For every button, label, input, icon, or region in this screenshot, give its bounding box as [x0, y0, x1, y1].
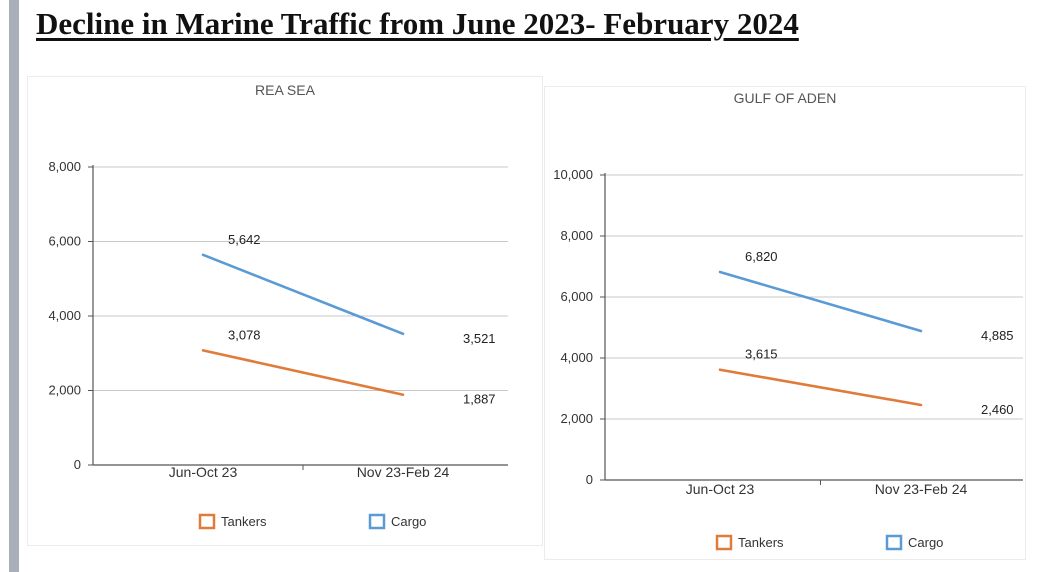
- chart-gulf-of-aden: GULF OF ADEN 0 2,000 4,000 6,000 8,000 10,000 J…: [553, 90, 1023, 551]
- data-label-cargo: 3,521: [463, 331, 496, 346]
- y-tick-label: 6,000: [48, 234, 81, 249]
- y-tick-label: 4,000: [560, 350, 593, 365]
- chart-title: REA SEA: [255, 82, 316, 98]
- y-tick-label: 2,000: [560, 411, 593, 426]
- y-tick-label: 0: [74, 457, 81, 472]
- x-tick-label: Jun-Oct 23: [686, 481, 755, 497]
- chart-panel-gulf-of-aden: GULF OF ADEN 0 2,000 4,000 6,000 8,000 10,000 J…: [544, 86, 1026, 560]
- x-tick-label: Nov 23-Feb 24: [357, 464, 450, 480]
- series-line-cargo: [718, 270, 923, 333]
- y-tick-label: 0: [586, 472, 593, 487]
- y-tick-label: 4,000: [48, 308, 81, 323]
- x-tick-label: Nov 23-Feb 24: [875, 481, 968, 497]
- series-line-tankers: [718, 368, 923, 407]
- y-tick-label: 6,000: [560, 289, 593, 304]
- chart-red-sea: REA SEA 0 2,000 4,000 6,000 8,000 Jun-Oct 23 No…: [48, 82, 508, 530]
- legend-swatch-cargo: [368, 513, 386, 530]
- data-label-tankers: 1,887: [463, 392, 496, 407]
- legend-swatch-cargo: [885, 534, 903, 551]
- data-label-tankers: 3,615: [745, 347, 778, 362]
- legend-label-cargo: Cargo: [391, 514, 426, 529]
- series-line-tankers: [201, 349, 405, 397]
- data-label-cargo: 5,642: [228, 232, 261, 247]
- chart-panel-red-sea: REA SEA 0 2,000 4,000 6,000 8,000 Jun-Oct 23 No…: [27, 76, 543, 546]
- legend-label-cargo: Cargo: [908, 535, 943, 550]
- chart-title: GULF OF ADEN: [734, 90, 837, 106]
- legend-label-tankers: Tankers: [221, 514, 267, 529]
- data-label-cargo: 4,885: [981, 328, 1014, 343]
- y-tick-label: 8,000: [48, 159, 81, 174]
- x-tick-label: Jun-Oct 23: [169, 464, 238, 480]
- data-label-tankers: 2,460: [981, 402, 1014, 417]
- y-tick-label: 10,000: [553, 167, 593, 182]
- y-tick-label: 2,000: [48, 383, 81, 398]
- legend-label-tankers: Tankers: [738, 535, 784, 550]
- y-tick-label: 8,000: [560, 228, 593, 243]
- page-title: Decline in Marine Traffic from June 2023…: [36, 6, 799, 41]
- legend-swatch-tankers: [715, 534, 733, 551]
- data-label-tankers: 3,078: [228, 327, 261, 342]
- legend-swatch-tankers: [198, 513, 216, 530]
- left-accent-bar: [9, 0, 19, 572]
- series-line-cargo: [201, 253, 405, 336]
- data-label-cargo: 6,820: [745, 249, 778, 264]
